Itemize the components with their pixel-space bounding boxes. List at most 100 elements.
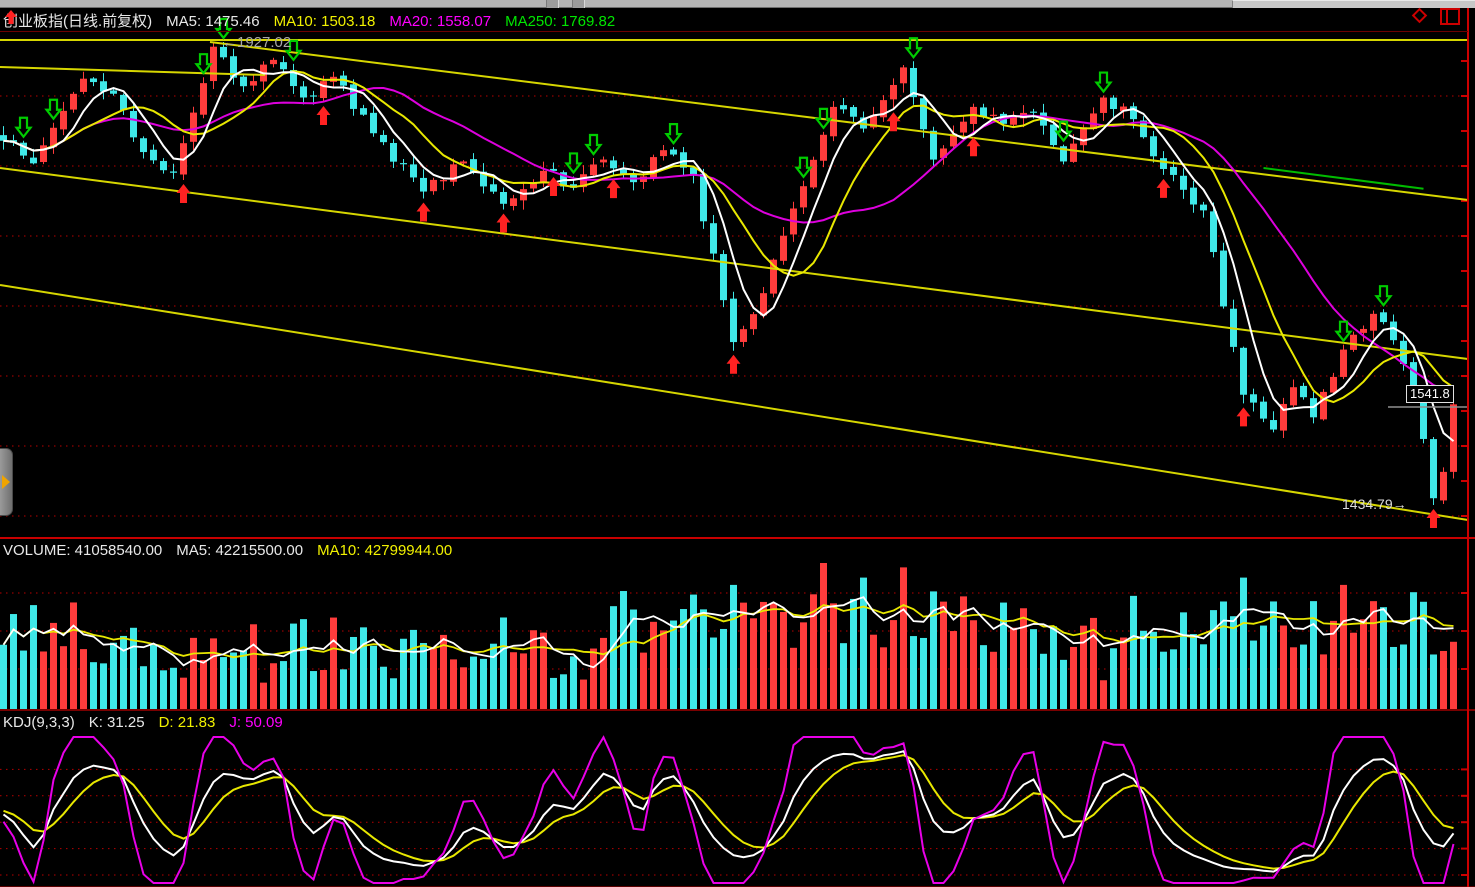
volume-bar <box>790 647 797 709</box>
last-price-label: 1541.8 <box>1406 385 1454 403</box>
volume-bar <box>210 638 217 709</box>
sell-signal-arrow <box>664 123 683 145</box>
candle-body <box>910 67 917 98</box>
candle-body <box>870 115 877 128</box>
candle-body <box>1010 116 1017 125</box>
sell-arrows <box>14 17 1393 343</box>
candle-body <box>1420 394 1427 439</box>
candle-body <box>400 163 407 165</box>
candle-body <box>1150 136 1157 157</box>
volume-bar <box>280 661 287 709</box>
buy-signal-arrow <box>886 112 901 132</box>
low-price-annotation: 1434.79→ <box>1342 496 1407 512</box>
candle-body <box>620 169 627 175</box>
grid-lines <box>0 768 1468 876</box>
volume-bar <box>1280 625 1287 709</box>
sell-signal-arrow <box>1054 120 1073 143</box>
candle-body <box>1120 106 1127 112</box>
volume-chart[interactable] <box>0 539 1475 709</box>
volume-bar <box>220 657 227 709</box>
sell-signal-arrow <box>194 53 213 75</box>
candle-body <box>230 56 237 78</box>
candle-body <box>960 121 967 133</box>
candle-body <box>360 108 367 115</box>
candle-body <box>110 90 117 94</box>
sell-signal-arrow <box>584 133 603 156</box>
volume-bar <box>820 563 827 709</box>
kdj-d-value: D: 21.83 <box>158 714 216 731</box>
volume-bar <box>70 602 77 709</box>
volume-bar <box>540 632 547 709</box>
candlestick-chart[interactable] <box>0 8 1475 537</box>
candle-body <box>680 152 687 168</box>
candle-body <box>1440 471 1447 501</box>
split-window-icon[interactable] <box>1440 8 1460 25</box>
volume-bar <box>1150 631 1157 709</box>
candle-body <box>1210 211 1217 253</box>
volume-bar <box>660 630 667 709</box>
volume-bar <box>1310 601 1317 709</box>
candle-body <box>1430 439 1437 499</box>
volume-bar <box>730 584 737 709</box>
axis-ticks <box>1461 592 1468 670</box>
volume-bar <box>420 643 427 709</box>
volume-bar <box>1070 646 1077 709</box>
split-window-divider <box>1446 10 1448 23</box>
volume-bar <box>490 643 497 709</box>
volume-bar <box>1190 634 1197 709</box>
buy-signal-arrow <box>496 213 511 233</box>
volume-bar <box>880 647 887 709</box>
volume-bar <box>510 652 517 709</box>
volume-value: VOLUME: 41058540.00 <box>3 542 163 559</box>
volume-bar <box>600 637 607 709</box>
volume-bar <box>1010 627 1017 709</box>
sell-signal-arrow <box>1334 320 1353 343</box>
candle-body <box>860 117 867 129</box>
volume-bar <box>380 666 387 709</box>
candle-body <box>1200 204 1207 211</box>
candle-body <box>840 105 847 110</box>
candle-body <box>120 94 127 111</box>
candle-body <box>0 135 7 141</box>
candle-body <box>550 168 557 171</box>
volume-bar <box>1300 644 1307 709</box>
candle-body <box>30 157 37 164</box>
volume-bar <box>840 643 847 709</box>
candle-body <box>1030 111 1037 113</box>
volume-bar <box>710 637 717 709</box>
volume-bar <box>520 653 527 709</box>
sell-signal-arrow <box>44 98 63 121</box>
kdj-chart[interactable] <box>0 711 1475 887</box>
candle-body <box>1240 347 1247 395</box>
volume-bar <box>590 648 597 709</box>
sell-signal-arrow <box>1374 285 1393 307</box>
candle-body <box>290 69 297 87</box>
volume-bar <box>100 663 107 709</box>
volume-bar <box>310 671 317 709</box>
candle-body <box>320 81 327 99</box>
volume-bar <box>900 567 907 709</box>
volume-bar <box>230 652 237 709</box>
candle-body <box>1160 158 1167 169</box>
buy-signal-arrow <box>726 354 741 374</box>
kdj-k-line <box>2 750 1455 873</box>
candle-body <box>420 177 427 192</box>
volume-bar <box>650 621 657 709</box>
sell-signal-arrow <box>284 39 303 62</box>
candle-body <box>250 81 257 86</box>
volume-bar <box>1040 653 1047 709</box>
candle-body <box>1190 187 1197 205</box>
volume-bar <box>1270 601 1277 709</box>
volume-ma5-value: MA5: 42215500.00 <box>176 542 304 559</box>
candle-body <box>930 130 937 160</box>
volume-bar <box>90 662 97 709</box>
volume-bar <box>1050 626 1057 709</box>
volume-bar <box>620 591 627 709</box>
candle-body <box>150 149 157 161</box>
volume-bar <box>630 609 637 709</box>
volume-bar <box>260 682 267 709</box>
volume-bar <box>720 628 727 709</box>
sidebar-expand-handle[interactable] <box>0 448 13 516</box>
pane-separator <box>0 537 1475 539</box>
high-price-annotation: ←1927.02 <box>222 34 292 51</box>
